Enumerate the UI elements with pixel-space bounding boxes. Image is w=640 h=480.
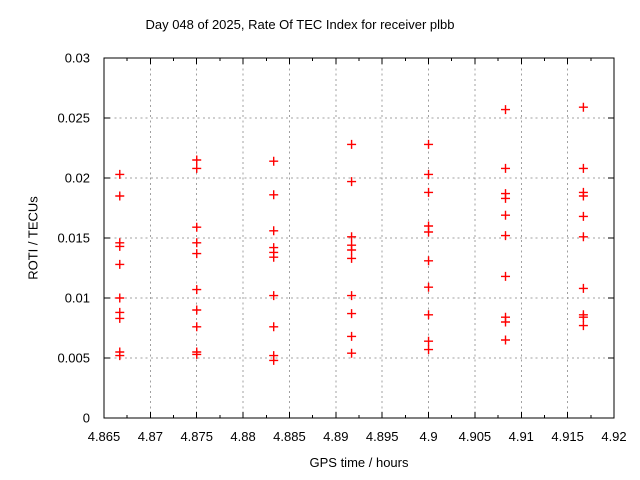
data-point (424, 310, 434, 320)
data-point (424, 139, 434, 149)
data-point (424, 256, 434, 266)
x-tick-label: 4.9 (420, 429, 438, 444)
data-point (347, 291, 357, 301)
x-tick-label: 4.875 (180, 429, 213, 444)
data-point (192, 285, 202, 295)
data-point (269, 190, 279, 200)
x-tick-label: 4.905 (459, 429, 492, 444)
data-point (115, 169, 125, 179)
data-point (501, 163, 511, 173)
data-point (501, 193, 511, 203)
data-point (269, 322, 279, 332)
data-point (192, 163, 202, 173)
data-point (578, 191, 588, 201)
data-point (115, 259, 125, 269)
data-point (347, 253, 357, 263)
y-tick-label: 0.03 (65, 51, 90, 66)
data-point (269, 226, 279, 236)
data-point (347, 348, 357, 358)
data-point (578, 232, 588, 242)
data-point (424, 282, 434, 292)
x-tick-label: 4.92 (601, 429, 626, 444)
data-point (347, 139, 357, 149)
data-point (269, 156, 279, 166)
x-tick-label: 4.89 (323, 429, 348, 444)
data-point (192, 349, 202, 359)
data-point (424, 345, 434, 355)
x-tick-label: 4.915 (551, 429, 584, 444)
x-tick-label: 4.91 (509, 429, 534, 444)
data-point (501, 105, 511, 115)
data-point (424, 227, 434, 237)
data-point (115, 351, 125, 361)
data-point (269, 291, 279, 301)
data-point (578, 102, 588, 112)
y-tick-label: 0.01 (65, 291, 90, 306)
x-tick-label: 4.865 (88, 429, 121, 444)
x-axis-label: GPS time / hours (309, 455, 409, 470)
data-point (269, 252, 279, 262)
data-point (424, 336, 434, 346)
data-point (424, 187, 434, 197)
data-point (501, 210, 511, 220)
data-point (501, 317, 511, 327)
data-point (115, 313, 125, 323)
data-point (115, 293, 125, 303)
data-point (192, 238, 202, 248)
x-tick-label: 4.87 (138, 429, 163, 444)
data-point (578, 283, 588, 293)
data-point (424, 169, 434, 179)
data-point (578, 321, 588, 331)
y-tick-label: 0.025 (57, 111, 90, 126)
x-tick-label: 4.88 (230, 429, 255, 444)
y-tick-label: 0.015 (57, 231, 90, 246)
data-point (501, 335, 511, 345)
data-point (192, 322, 202, 332)
y-tick-label: 0 (83, 411, 90, 426)
data-point (578, 211, 588, 221)
data-point (578, 163, 588, 173)
chart-title: Day 048 of 2025, Rate Of TEC Index for r… (145, 17, 455, 32)
data-point (192, 305, 202, 315)
data-point (347, 245, 357, 255)
data-point (192, 249, 202, 259)
data-point (347, 309, 357, 319)
y-tick-label: 0.005 (57, 351, 90, 366)
x-tick-label: 4.895 (366, 429, 399, 444)
x-tick-label: 4.885 (273, 429, 306, 444)
data-point (347, 177, 357, 187)
data-point (192, 155, 202, 165)
y-tick-label: 0.02 (65, 171, 90, 186)
data-point (192, 222, 202, 232)
data-point (115, 241, 125, 251)
data-point (347, 232, 357, 242)
data-point (347, 331, 357, 341)
data-point (501, 271, 511, 281)
data-point (269, 355, 279, 365)
data-point (501, 231, 511, 241)
data-point (578, 312, 588, 322)
data-point (115, 191, 125, 201)
